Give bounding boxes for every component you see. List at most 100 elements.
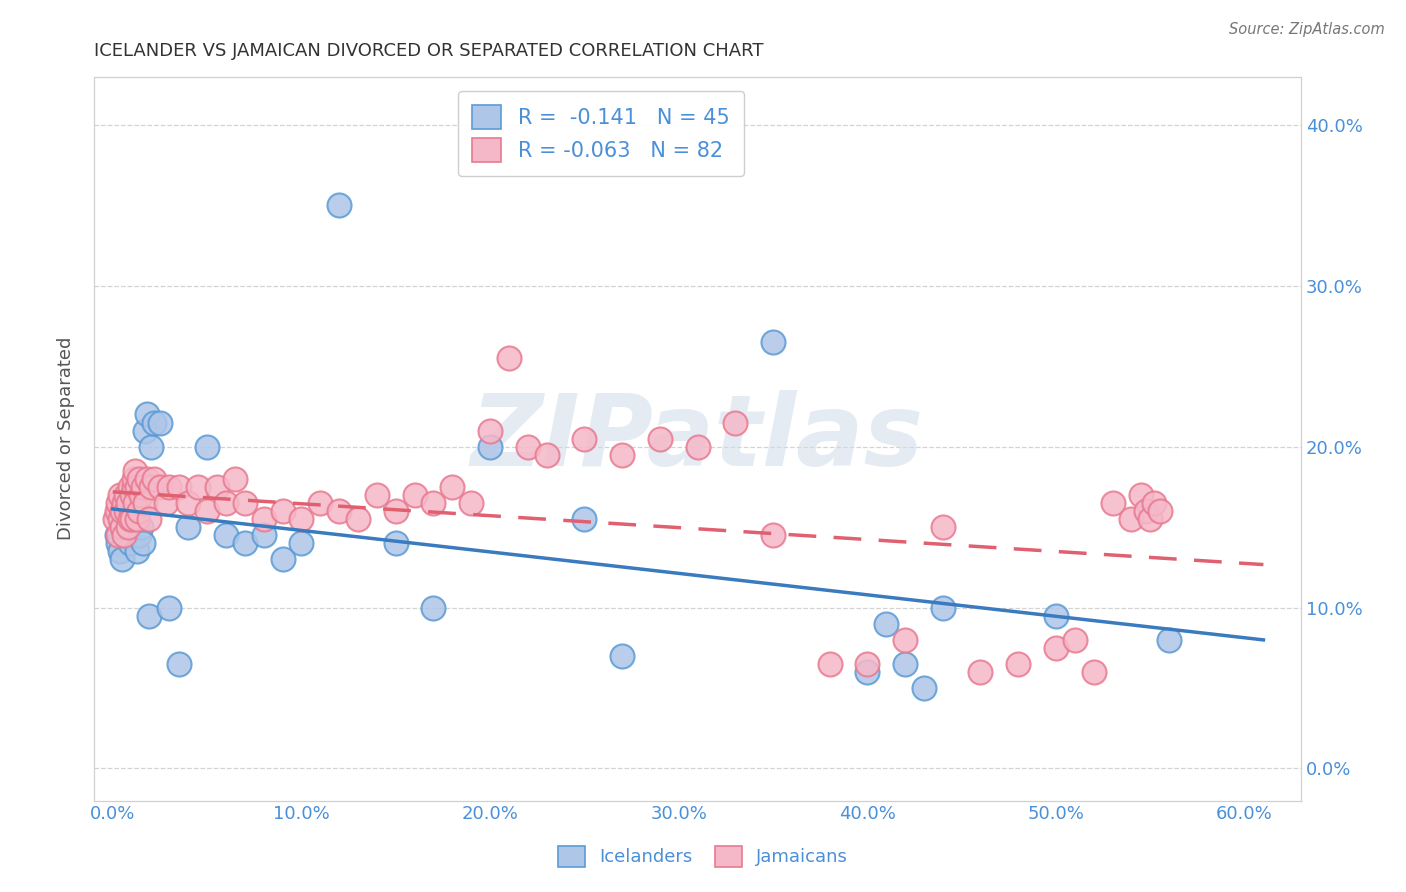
- Point: [912, 681, 935, 695]
- Point: [129, 488, 152, 502]
- Point: [187, 480, 209, 494]
- Point: [253, 512, 276, 526]
- Point: [1135, 504, 1157, 518]
- Point: [110, 488, 132, 502]
- Point: [224, 472, 246, 486]
- Point: [1139, 512, 1161, 526]
- Point: [1149, 504, 1171, 518]
- Legend: R =  -0.141   N = 45, R = -0.063   N = 82: R = -0.141 N = 45, R = -0.063 N = 82: [457, 91, 744, 177]
- Point: [138, 608, 160, 623]
- Point: [233, 536, 256, 550]
- Point: [818, 657, 841, 671]
- Point: [149, 416, 172, 430]
- Point: [1083, 665, 1105, 679]
- Point: [157, 600, 180, 615]
- Point: [111, 552, 134, 566]
- Point: [127, 480, 149, 494]
- Point: [143, 472, 166, 486]
- Point: [498, 351, 520, 366]
- Point: [233, 496, 256, 510]
- Point: [104, 512, 127, 526]
- Point: [139, 440, 162, 454]
- Point: [969, 665, 991, 679]
- Point: [253, 528, 276, 542]
- Point: [422, 496, 444, 510]
- Point: [121, 512, 143, 526]
- Point: [111, 520, 134, 534]
- Point: [105, 504, 128, 518]
- Point: [384, 504, 406, 518]
- Point: [127, 512, 149, 526]
- Point: [1045, 608, 1067, 623]
- Point: [205, 480, 228, 494]
- Point: [932, 520, 955, 534]
- Point: [1045, 640, 1067, 655]
- Point: [132, 536, 155, 550]
- Point: [155, 496, 177, 510]
- Point: [118, 512, 141, 526]
- Point: [195, 440, 218, 454]
- Point: [167, 480, 190, 494]
- Point: [328, 504, 350, 518]
- Point: [648, 432, 671, 446]
- Legend: Icelanders, Jamaicans: Icelanders, Jamaicans: [551, 838, 855, 874]
- Point: [122, 504, 145, 518]
- Point: [610, 648, 633, 663]
- Point: [536, 448, 558, 462]
- Point: [134, 424, 156, 438]
- Point: [110, 512, 132, 526]
- Point: [118, 480, 141, 494]
- Text: ZIPatlas: ZIPatlas: [471, 390, 924, 487]
- Point: [149, 480, 172, 494]
- Point: [139, 480, 162, 494]
- Point: [404, 488, 426, 502]
- Point: [128, 472, 150, 486]
- Point: [129, 520, 152, 534]
- Point: [124, 512, 146, 526]
- Point: [157, 480, 180, 494]
- Point: [115, 528, 138, 542]
- Point: [366, 488, 388, 502]
- Point: [1063, 632, 1085, 647]
- Point: [107, 496, 129, 510]
- Point: [460, 496, 482, 510]
- Point: [1101, 496, 1123, 510]
- Point: [894, 632, 917, 647]
- Point: [856, 665, 879, 679]
- Point: [856, 657, 879, 671]
- Point: [271, 504, 294, 518]
- Point: [167, 657, 190, 671]
- Text: ICELANDER VS JAMAICAN DIVORCED OR SEPARATED CORRELATION CHART: ICELANDER VS JAMAICAN DIVORCED OR SEPARA…: [94, 42, 763, 60]
- Point: [762, 334, 785, 349]
- Text: Source: ZipAtlas.com: Source: ZipAtlas.com: [1229, 22, 1385, 37]
- Point: [111, 512, 134, 526]
- Point: [1159, 632, 1181, 647]
- Point: [135, 408, 157, 422]
- Point: [122, 472, 145, 486]
- Point: [1129, 488, 1152, 502]
- Point: [479, 424, 502, 438]
- Point: [124, 464, 146, 478]
- Point: [127, 544, 149, 558]
- Point: [894, 657, 917, 671]
- Point: [122, 480, 145, 494]
- Point: [290, 536, 312, 550]
- Point: [112, 520, 135, 534]
- Point: [138, 512, 160, 526]
- Point: [118, 536, 141, 550]
- Point: [117, 504, 139, 518]
- Point: [132, 480, 155, 494]
- Point: [143, 416, 166, 430]
- Point: [762, 528, 785, 542]
- Point: [121, 488, 143, 502]
- Point: [215, 496, 238, 510]
- Point: [875, 616, 897, 631]
- Point: [1143, 496, 1166, 510]
- Point: [195, 504, 218, 518]
- Point: [384, 536, 406, 550]
- Point: [932, 600, 955, 615]
- Point: [105, 528, 128, 542]
- Point: [610, 448, 633, 462]
- Point: [215, 528, 238, 542]
- Point: [724, 416, 747, 430]
